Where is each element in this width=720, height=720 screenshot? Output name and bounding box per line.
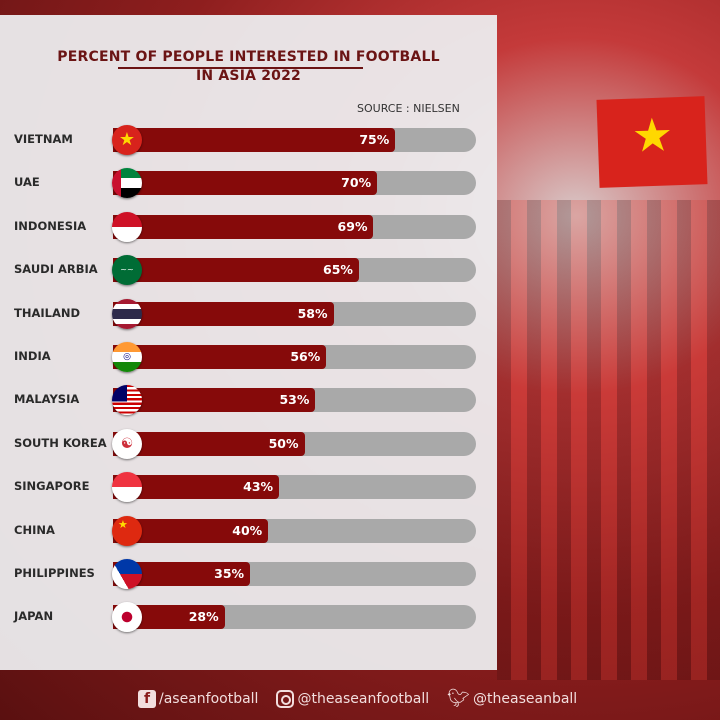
bar bbox=[113, 214, 374, 239]
value-label: 35% bbox=[214, 566, 245, 581]
uae-flag-icon bbox=[112, 168, 142, 199]
facebook-link[interactable]: f/aseanfootball bbox=[138, 689, 259, 708]
bar-row: SINGAPORE 43% bbox=[0, 472, 497, 503]
category-label: SAUDI ARBIA bbox=[14, 262, 98, 277]
philippines-flag-icon bbox=[112, 559, 142, 589]
value-label: 40% bbox=[232, 522, 263, 538]
background-vietnam-flag: ★ bbox=[596, 96, 708, 188]
value-label: 75% bbox=[359, 132, 390, 147]
category-label: JAPAN bbox=[14, 609, 54, 624]
bar-row: CHINA 40% ★ bbox=[0, 515, 497, 546]
title-underline bbox=[118, 67, 363, 69]
value-label: 50% bbox=[268, 435, 299, 451]
bar-row: VIETNAM 75% ★ bbox=[0, 125, 497, 155]
bar-row: SOUTH KOREA 50% ☯ bbox=[0, 428, 497, 459]
category-label: MALAYSIA bbox=[14, 392, 80, 407]
japan-flag-icon bbox=[112, 602, 142, 633]
bar-row: INDIA 56% ◎ bbox=[0, 342, 497, 372]
category-label: PHILIPPINES bbox=[14, 566, 95, 580]
bar-row: UAE 70% bbox=[0, 168, 497, 199]
thailand-flag-icon bbox=[112, 298, 142, 329]
bar-row: PHILIPPINES 35% bbox=[0, 559, 497, 589]
footer: f/aseanfootball @theaseanfootball 🐦︎ @the… bbox=[138, 688, 577, 709]
india-flag-icon: ◎ bbox=[112, 342, 142, 372]
bar-row: INDONESIA 69% bbox=[0, 211, 497, 242]
twitter-handle: @theaseanball bbox=[473, 690, 578, 707]
vietnam-flag-icon: ★ bbox=[112, 125, 142, 155]
category-label: INDIA bbox=[14, 349, 51, 363]
bar-row: MALAYSIA 53% bbox=[0, 385, 497, 416]
bar bbox=[113, 128, 396, 152]
category-label: THAILAND bbox=[14, 305, 81, 320]
category-label: CHINA bbox=[14, 522, 55, 537]
bar bbox=[113, 431, 305, 456]
value-label: 28% bbox=[188, 609, 219, 625]
china-flag-icon: ★ bbox=[112, 515, 142, 546]
chart-panel bbox=[0, 15, 497, 670]
saudi-arabia-flag-icon: ~~ bbox=[112, 255, 142, 286]
value-label: 65% bbox=[323, 262, 353, 278]
bar bbox=[113, 301, 334, 326]
background-crowd bbox=[497, 200, 720, 680]
value-label: 69% bbox=[337, 218, 368, 234]
category-label: SINGAPORE bbox=[14, 479, 90, 494]
category-label: VIETNAM bbox=[14, 132, 73, 146]
malaysia-flag-icon bbox=[112, 385, 142, 416]
category-label: INDONESIA bbox=[14, 218, 87, 233]
value-label: 43% bbox=[243, 479, 274, 495]
bar bbox=[113, 258, 359, 283]
source-label: SOURCE : NIELSEN bbox=[357, 102, 460, 115]
bar-row: JAPAN 28% bbox=[0, 602, 497, 633]
instagram-icon bbox=[276, 689, 295, 708]
facebook-icon: f bbox=[138, 689, 156, 708]
bar-row: SAUDI ARBIA 65% ~~ bbox=[0, 255, 497, 286]
bar bbox=[113, 171, 378, 196]
south-korea-flag-icon: ☯ bbox=[112, 428, 142, 459]
title-line-1: PERCENT OF PEOPLE INTERESTED IN FOOTBALL bbox=[57, 49, 440, 65]
bar-row: THAILAND 58% bbox=[0, 298, 497, 329]
value-label: 70% bbox=[341, 175, 372, 191]
singapore-flag-icon bbox=[112, 472, 142, 503]
value-label: 53% bbox=[279, 392, 310, 408]
category-label: UAE bbox=[14, 175, 40, 190]
value-label: 56% bbox=[290, 349, 321, 364]
instagram-handle: @theaseanfootball bbox=[297, 690, 430, 707]
facebook-handle: /aseanfootball bbox=[159, 690, 259, 707]
value-label: 58% bbox=[297, 305, 328, 321]
bar bbox=[113, 388, 316, 413]
category-label: SOUTH KOREA bbox=[14, 435, 107, 450]
title-line-2: IN ASIA 2022 bbox=[195, 68, 301, 84]
instagram-link[interactable]: @theaseanfootball bbox=[276, 689, 430, 708]
chart-title: PERCENT OF PEOPLE INTERESTED IN FOOTBALL… bbox=[0, 48, 497, 86]
twitter-link[interactable]: 🐦︎ @theaseanball bbox=[447, 688, 577, 709]
twitter-icon: 🐦︎ bbox=[447, 688, 471, 709]
bar bbox=[113, 345, 327, 369]
indonesia-flag-icon bbox=[112, 211, 142, 242]
